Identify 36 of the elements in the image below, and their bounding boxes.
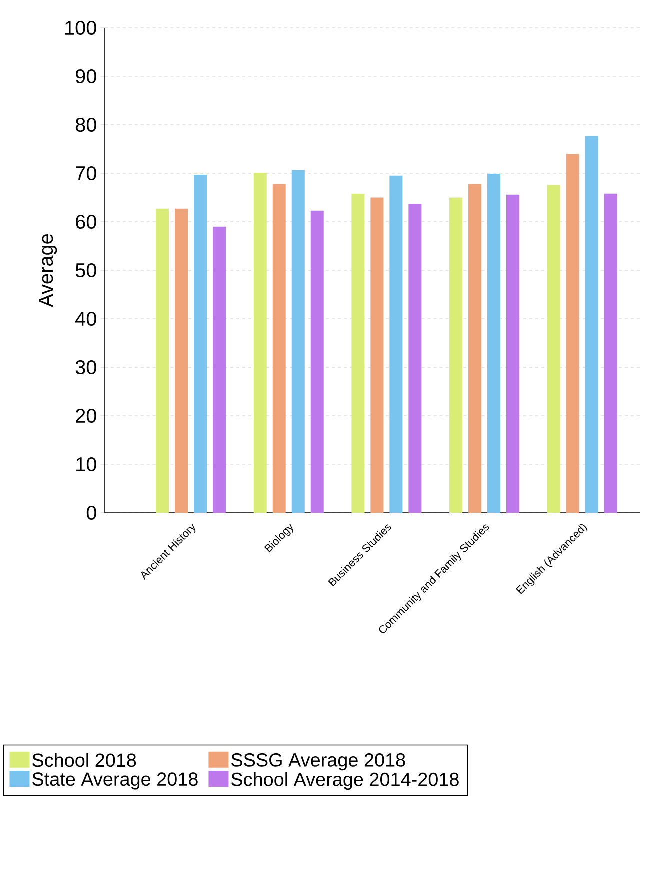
- bar: [310, 210, 324, 514]
- bar: [604, 194, 618, 514]
- y-tick-label: 20: [76, 408, 96, 424]
- y-tick-label: 40: [76, 312, 96, 326]
- legend-label: School Average 2014-2018: [232, 772, 459, 790]
- y-tick-label: 50: [76, 263, 96, 278]
- bar: [547, 185, 560, 514]
- bar: [390, 176, 403, 514]
- bar: [254, 173, 267, 514]
- legend-label: State Average 2018: [32, 772, 198, 790]
- bar: [566, 154, 580, 514]
- bar: [370, 198, 384, 514]
- y-tick-label: 90: [76, 69, 96, 84]
- y-tick-label: 60: [76, 214, 96, 230]
- bar: [408, 204, 422, 514]
- bar: [487, 174, 500, 514]
- y-tick-label: 30: [76, 360, 96, 375]
- y-tick-label: 10: [76, 457, 96, 472]
- y-tick-label: 100: [66, 20, 96, 36]
- y-tick-label: 80: [76, 118, 96, 132]
- bar: [449, 198, 462, 514]
- bar: [352, 194, 365, 514]
- bar: [272, 184, 286, 514]
- bar: [292, 170, 305, 514]
- bar: [156, 208, 170, 514]
- bar: [506, 194, 520, 514]
- bar: [585, 136, 598, 514]
- y-tick-label: 70: [76, 166, 96, 181]
- y-tick-label: 0: [86, 506, 96, 520]
- bar: [175, 208, 188, 514]
- bar: [194, 174, 208, 514]
- y-axis-title: Average: [39, 234, 58, 308]
- legend-label: School 2018: [32, 753, 136, 768]
- bar: [213, 226, 226, 514]
- bar: [468, 184, 482, 514]
- legend-label: SSSG Average 2018: [232, 753, 406, 771]
